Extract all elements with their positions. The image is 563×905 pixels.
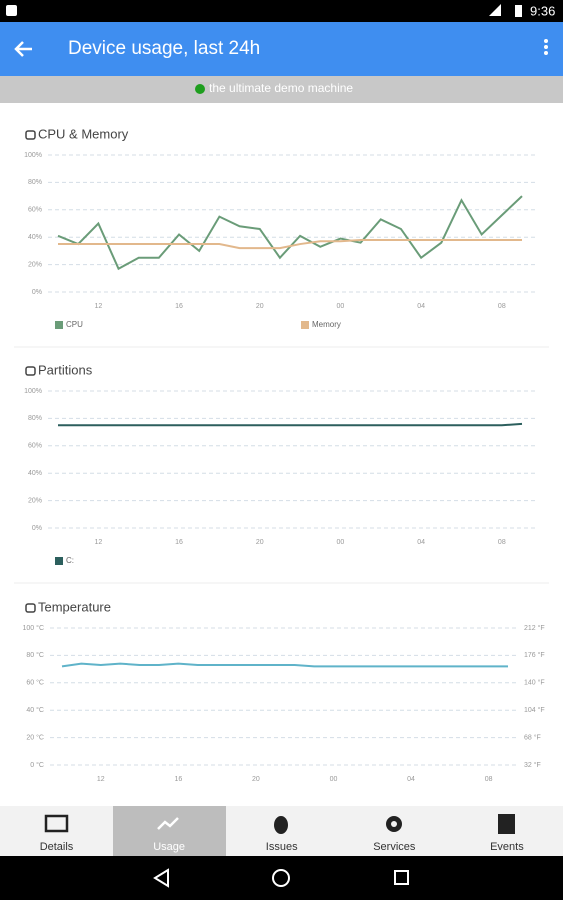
x-tick-label: 20 <box>256 303 264 310</box>
notification-icon <box>6 5 17 16</box>
tab-icons <box>44 814 515 834</box>
chart-title: CPU & Memory <box>38 126 129 141</box>
y-tick-label: 0% <box>32 525 42 532</box>
chart-icon <box>25 603 36 613</box>
y2-tick-label: 68 °F <box>524 733 541 741</box>
x-tick-label: 12 <box>94 539 102 546</box>
legend-label[interactable]: Memory <box>312 320 341 329</box>
y-tick-label: 80% <box>28 179 42 186</box>
y-tick-label: 60% <box>28 207 42 214</box>
x-tick-label: 08 <box>485 776 493 783</box>
x-tick-label: 04 <box>417 539 425 546</box>
nav-recents[interactable] <box>394 870 409 885</box>
legend-swatch <box>301 321 309 329</box>
tab-label[interactable]: Issues <box>266 841 298 853</box>
y2-tick-label: 32 °F <box>524 761 541 769</box>
y-tick-label: 0% <box>32 289 42 296</box>
y-tick-label: 80 °C <box>26 651 44 659</box>
x-tick-label: 04 <box>417 303 425 310</box>
y2-tick-label: 212 °F <box>524 624 545 632</box>
chart-title: Partitions <box>38 362 93 377</box>
app-title: Device usage, last 24h <box>68 38 260 59</box>
x-tick-label: 00 <box>337 539 345 546</box>
nav-home[interactable] <box>272 869 290 887</box>
legend-label[interactable]: C: <box>66 556 74 565</box>
y2-tick-label: 140 °F <box>524 679 545 687</box>
y-tick-label: 100 °C <box>23 624 44 632</box>
data-line <box>58 238 522 250</box>
app-bar <box>0 22 563 76</box>
status-dot <box>195 84 205 94</box>
data-line <box>61 662 508 668</box>
x-tick-label: 16 <box>175 539 183 546</box>
x-tick-label: 08 <box>498 303 506 310</box>
legend-swatch <box>55 557 63 565</box>
y-tick-label: 40 °C <box>26 706 44 714</box>
nav-back[interactable] <box>153 868 169 888</box>
x-tick-label: 00 <box>330 776 338 783</box>
x-tick-label: 00 <box>337 303 345 310</box>
tab-label[interactable]: Details <box>40 841 74 853</box>
y-tick-label: 40% <box>28 234 42 241</box>
y-tick-label: 60% <box>28 443 42 450</box>
x-tick-label: 12 <box>94 303 102 310</box>
device-name: the ultimate demo machine <box>209 81 353 95</box>
x-tick-label: 16 <box>174 776 182 783</box>
tab-label[interactable]: Events <box>490 841 524 853</box>
y-tick-label: 100% <box>24 152 42 159</box>
status-bar <box>0 0 563 22</box>
x-tick-label: 12 <box>97 776 105 783</box>
y-tick-label: 20 °C <box>26 733 44 741</box>
y2-tick-label: 104 °F <box>524 706 545 714</box>
chart-icon <box>25 366 36 376</box>
banner <box>0 76 563 103</box>
signal-icon <box>489 4 501 16</box>
x-tick-label: 20 <box>252 776 260 783</box>
legend-label[interactable]: CPU <box>66 320 83 329</box>
menu-button[interactable] <box>544 39 548 55</box>
y2-tick-label: 176 °F <box>524 651 545 659</box>
x-tick-label: 20 <box>256 539 264 546</box>
clock: 9:36 <box>530 3 555 18</box>
chart-title: Temperature <box>38 599 111 614</box>
data-line <box>57 195 523 271</box>
legend-swatch <box>55 321 63 329</box>
y-tick-label: 20% <box>28 497 42 504</box>
tab-label[interactable]: Services <box>373 841 416 853</box>
x-tick-label: 16 <box>175 303 183 310</box>
x-tick-label: 04 <box>407 776 415 783</box>
y-tick-label: 20% <box>28 261 42 268</box>
back-button[interactable] <box>14 41 32 57</box>
y-tick-label: 0 °C <box>30 761 44 769</box>
y-tick-label: 40% <box>28 470 42 477</box>
x-tick-label: 08 <box>498 539 506 546</box>
y-tick-label: 100% <box>24 388 42 395</box>
y-tick-label: 80% <box>28 415 42 422</box>
data-line <box>58 422 523 427</box>
tab-selected-bg <box>113 806 226 856</box>
chart-icon <box>25 130 36 140</box>
nav-bar <box>0 856 563 900</box>
battery-icon <box>515 5 522 17</box>
y-tick-label: 60 °C <box>26 679 44 687</box>
tab-label[interactable]: Usage <box>153 841 185 853</box>
